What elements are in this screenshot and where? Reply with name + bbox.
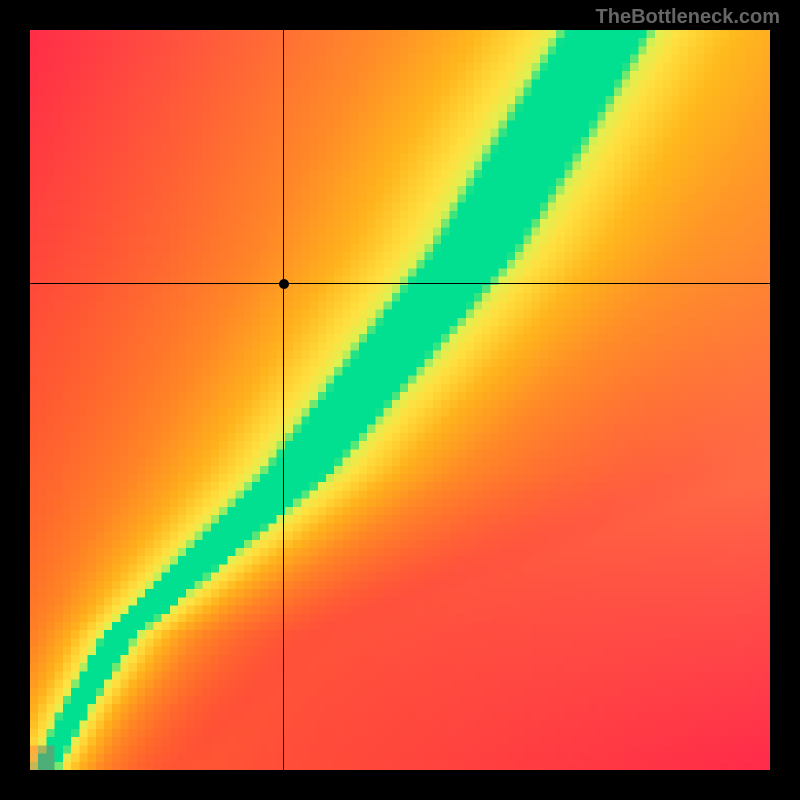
bottleneck-heatmap (30, 30, 770, 770)
chart-container: { "watermark": "TheBottleneck.com", "out… (0, 0, 800, 800)
crosshair-vertical (283, 30, 284, 770)
marker-dot (279, 279, 289, 289)
watermark-text: TheBottleneck.com (596, 6, 780, 29)
crosshair-horizontal (30, 283, 770, 284)
